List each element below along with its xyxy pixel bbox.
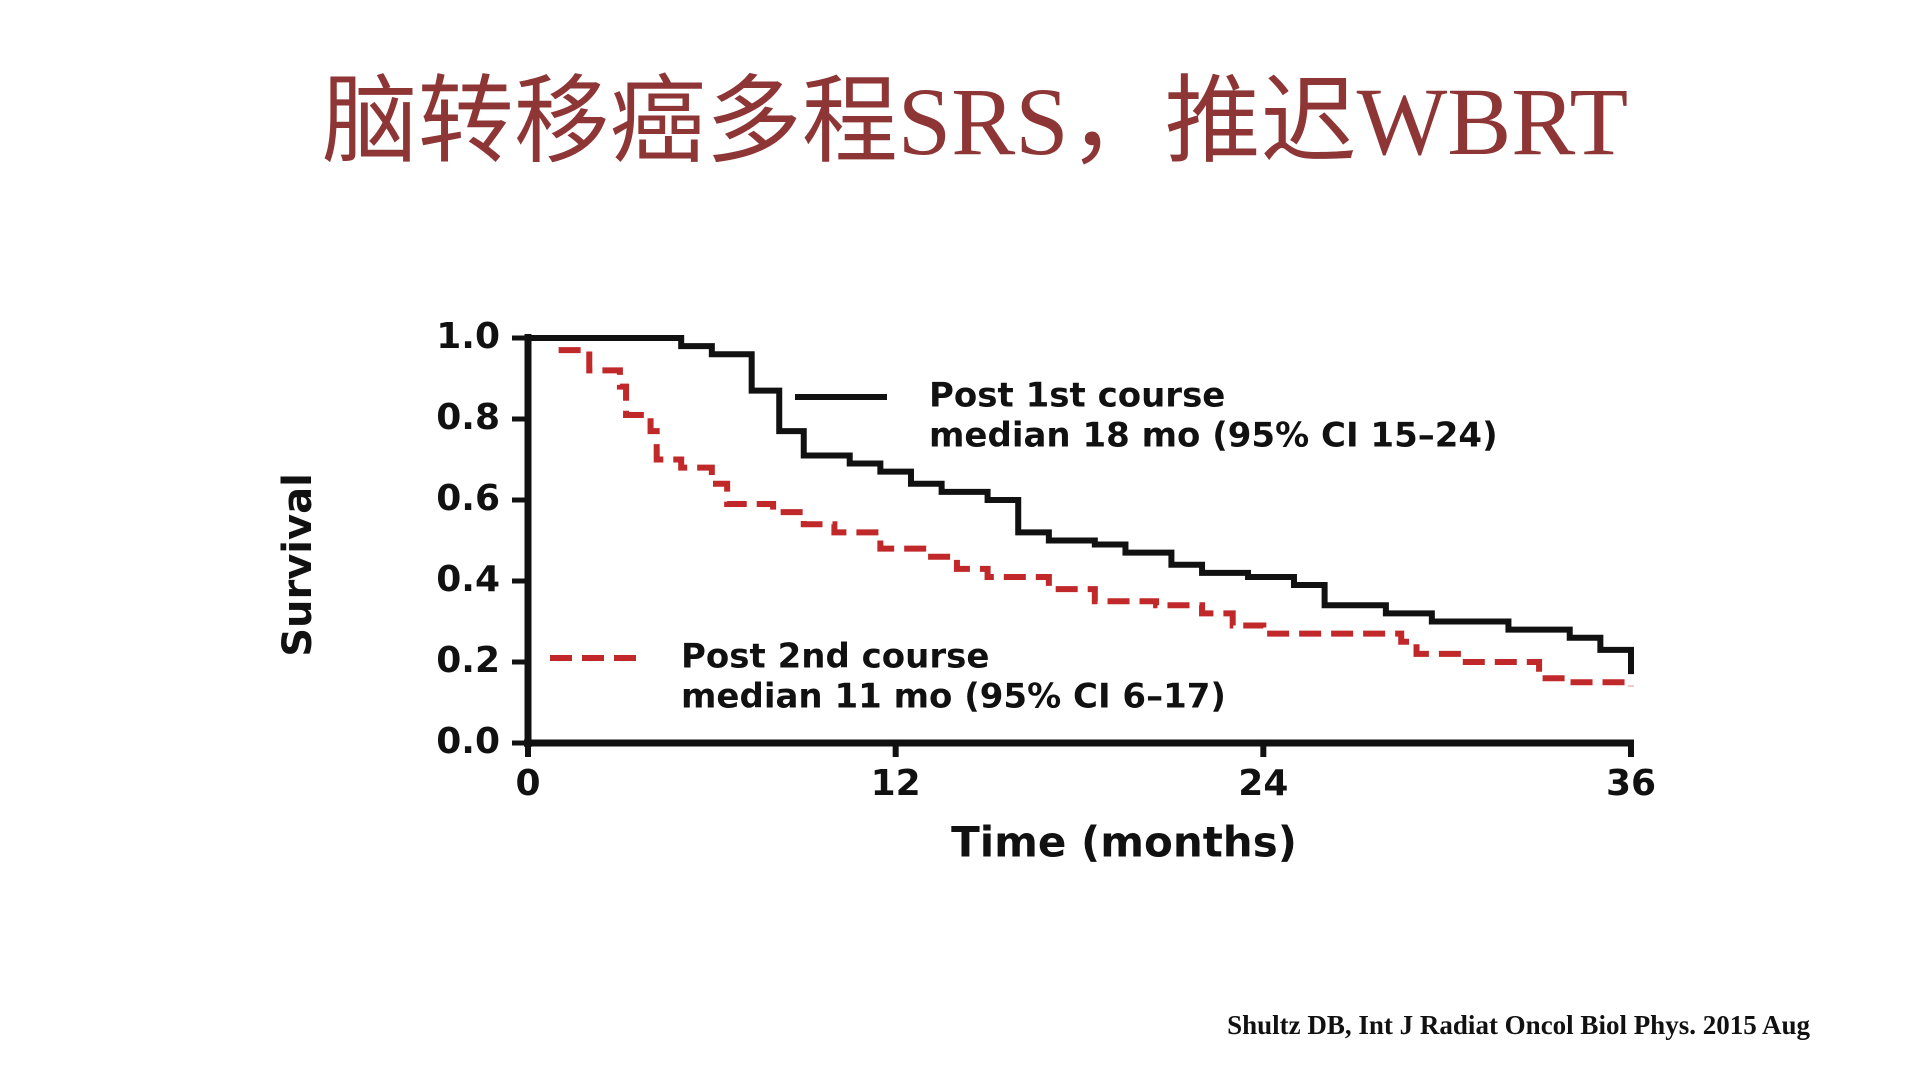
survival-curve bbox=[528, 335, 1634, 675]
citation: Shultz DB, Int J Radiat Oncol Biol Phys.… bbox=[1227, 1010, 1810, 1040]
y-tick-label: 0.0 bbox=[436, 721, 500, 762]
y-tick-label: 0.8 bbox=[436, 397, 500, 438]
x-tick-label: 0 bbox=[515, 763, 540, 804]
x-tick-label: 12 bbox=[871, 763, 921, 804]
legend-annotation: median 18 mo (95% CI 15–24) bbox=[929, 416, 1498, 456]
slide-title: 脑转移癌多程SRS，推迟WBRT bbox=[322, 68, 1628, 175]
y-axis-label: Survival bbox=[275, 473, 321, 657]
legend-annotation: median 11 mo (95% CI 6–17) bbox=[681, 677, 1226, 717]
x-tick-label: 36 bbox=[1606, 763, 1656, 804]
x-axis-label: Time (months) bbox=[951, 818, 1297, 867]
legend-label: Post 2nd course bbox=[681, 637, 989, 677]
x-tick-label: 24 bbox=[1238, 763, 1288, 804]
legend-label: Post 1st course bbox=[929, 376, 1225, 416]
survival-curve bbox=[558, 347, 1634, 687]
y-tick-label: 0.4 bbox=[436, 559, 500, 600]
y-tick-label: 0.6 bbox=[436, 478, 500, 519]
y-tick-label: 1.0 bbox=[436, 316, 500, 357]
y-tick-label: 0.2 bbox=[436, 640, 500, 681]
